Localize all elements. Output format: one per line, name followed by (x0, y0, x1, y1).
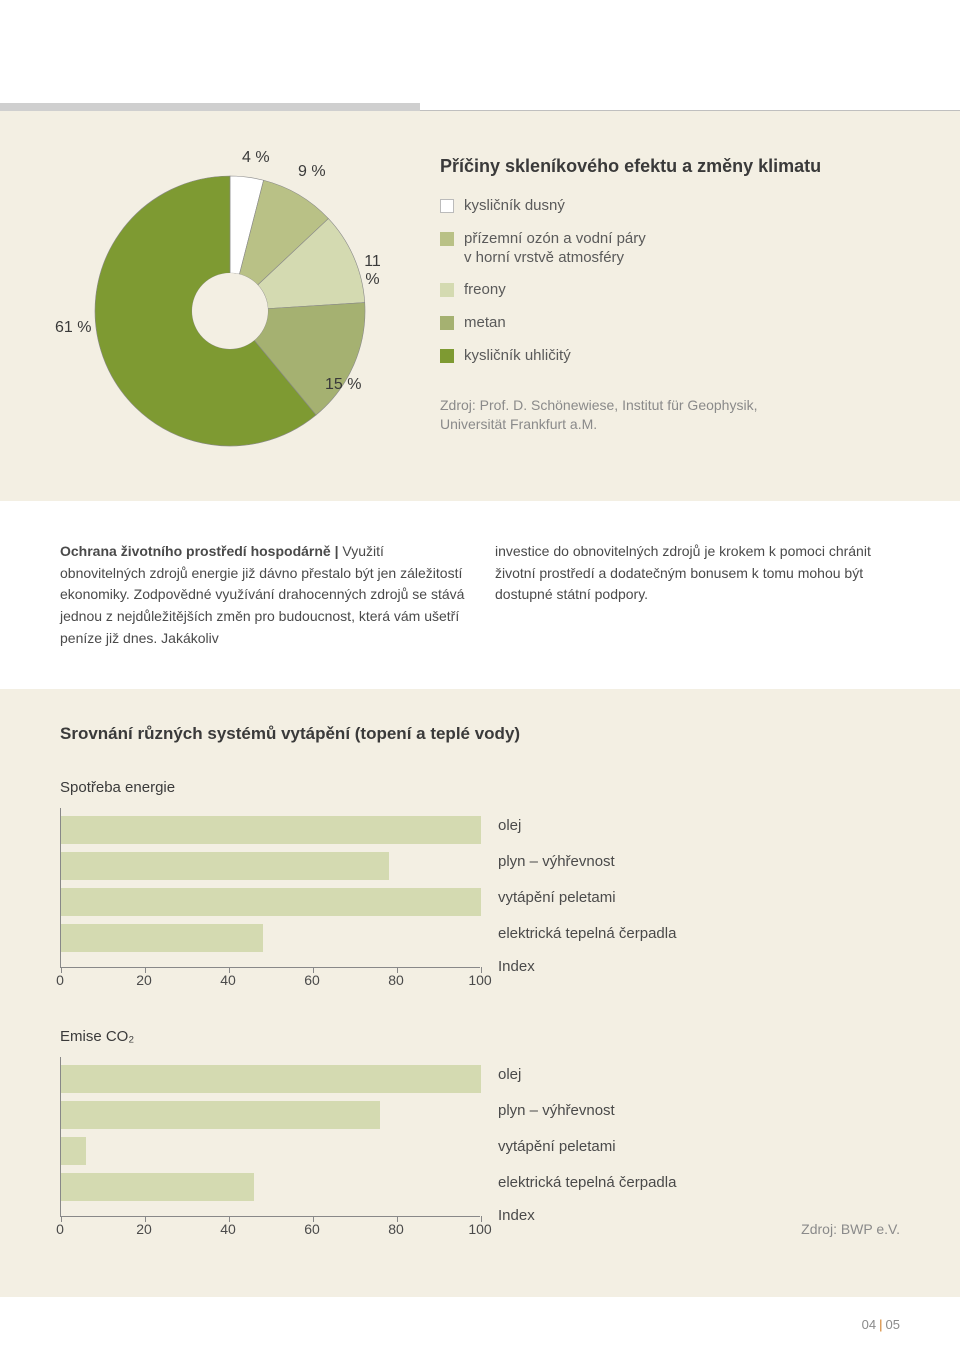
page: 4 % 9 % 11 % 15 % 61 % Příčiny skleníkového … (0, 110, 960, 1352)
chart1-sub: Spotřeba energie (60, 779, 900, 796)
donut-pct-label: 11 % (355, 253, 390, 289)
legend-item: kysličník dusný (440, 197, 900, 216)
legend-item: metan (440, 314, 900, 333)
donut-chart: 4 %9 %11 %15 %61 % (60, 151, 390, 451)
chart2-axes: 020406080100 (60, 1057, 480, 1237)
legend-swatch (440, 232, 454, 246)
xtick-label: 40 (220, 1221, 236, 1237)
bar-category-label: plyn – výhřevnost (498, 1093, 676, 1129)
legend-swatch (440, 349, 454, 363)
legend-item: freony (440, 281, 900, 300)
page-num-sep: | (876, 1317, 885, 1332)
bar-category-label: plyn – výhřevnost (498, 844, 676, 880)
donut-svg (60, 151, 390, 451)
legend-label: přízemní ozón a vodní páryv horní vrstvě… (464, 230, 646, 268)
xtick-label: 60 (304, 972, 320, 988)
page-num-right: 05 (886, 1317, 900, 1332)
page-num-left: 04 (862, 1317, 876, 1332)
legend-label: freony (464, 281, 506, 300)
bar (61, 1173, 254, 1201)
donut-hole (192, 273, 268, 349)
bar (61, 816, 481, 844)
bars-source: Zdroj: BWP e.V. (801, 1221, 900, 1237)
xtick-label: 20 (136, 972, 152, 988)
bar (61, 924, 263, 952)
bar (61, 888, 481, 916)
bar (61, 1137, 86, 1165)
bar (61, 1065, 481, 1093)
donut-pct-label: 4 % (242, 149, 270, 167)
legend-label: kysličník uhličitý (464, 347, 571, 366)
mid-col-2: investice do obnovitelných zdrojů je kro… (495, 541, 900, 649)
xtick-label: 80 (388, 1221, 404, 1237)
legend-swatch (440, 283, 454, 297)
donut-pct-label: 15 % (325, 376, 361, 394)
xtick-label: 100 (468, 972, 491, 988)
xtick-label: 0 (56, 1221, 64, 1237)
bars-heading: Srovnání různých systémů vytápění (topen… (60, 724, 900, 744)
xtick-label: 100 (468, 1221, 491, 1237)
mid-col-1: Ochrana životního prostředí hospodárně |… (60, 541, 465, 649)
bar-category-label: olej (498, 808, 676, 844)
xtick-label: 60 (304, 1221, 320, 1237)
bar-category-label: vytápění peletami (498, 880, 676, 916)
donut-pct-label: 61 % (55, 319, 91, 337)
bar (61, 1101, 380, 1129)
pie-section: 4 % 9 % 11 % 15 % 61 % Příčiny skleníkového … (0, 110, 960, 501)
index-label: Index (498, 958, 676, 976)
bar (61, 852, 389, 880)
bar-category-label: elektrická tepelná čerpadla (498, 1165, 676, 1201)
donut-pct-label: 9 % (298, 163, 326, 181)
chart2-labels: olejplyn – výhřevnostvytápění peletamiel… (498, 1057, 676, 1225)
index-label: Index (498, 1207, 676, 1225)
legend-swatch (440, 316, 454, 330)
legend-label: metan (464, 314, 506, 333)
pie-legend: Příčiny skleníkového efektu a změny klim… (440, 151, 900, 451)
mid-lead: Ochrana životního prostředí hospodárně | (60, 543, 339, 559)
xtick-label: 20 (136, 1221, 152, 1237)
bar-category-label: elektrická tepelná čerpadla (498, 916, 676, 952)
page-number: 04|05 (0, 1297, 960, 1352)
legend-item: kysličník uhličitý (440, 347, 900, 366)
bars-section: Srovnání různých systémů vytápění (topen… (0, 689, 960, 1297)
xtick-label: 80 (388, 972, 404, 988)
bar-category-label: olej (498, 1057, 676, 1093)
chart-co2: Emise CO₂ 020406080100 olejplyn – výhřev… (60, 1028, 900, 1237)
legend-swatch (440, 199, 454, 213)
chart-energy: Spotřeba energie 020406080100 olejplyn –… (60, 779, 900, 988)
bar-category-label: vytápění peletami (498, 1129, 676, 1165)
mid-paragraph: Ochrana životního prostředí hospodárně |… (0, 501, 960, 689)
legend-label: kysličník dusný (464, 197, 565, 216)
xtick-label: 40 (220, 972, 236, 988)
pie-source: Zdroj: Prof. D. Schönewiese, Institut fü… (440, 396, 900, 435)
chart1-labels: olejplyn – výhřevnostvytápění peletamiel… (498, 808, 676, 976)
xtick-label: 0 (56, 972, 64, 988)
pie-title: Příčiny skleníkového efektu a změny klim… (440, 156, 900, 177)
legend-item: přízemní ozón a vodní páryv horní vrstvě… (440, 230, 900, 268)
chart2-sub: Emise CO₂ (60, 1028, 900, 1045)
chart1-axes: 020406080100 (60, 808, 480, 988)
